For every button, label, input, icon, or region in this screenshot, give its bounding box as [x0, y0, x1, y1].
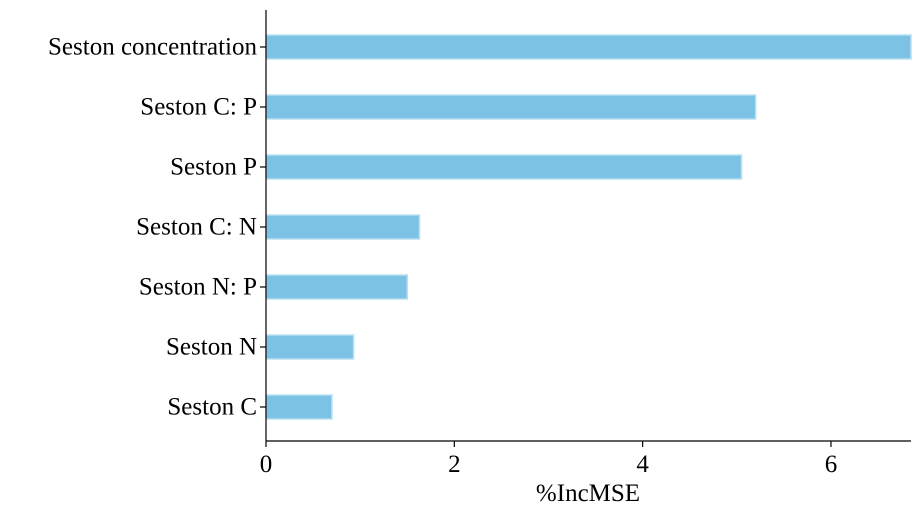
y-tick-label: Seston N: P [139, 274, 257, 301]
y-ticks-layer: Seston concentration Seston C: P Seston P S… [48, 34, 266, 421]
bar [265, 394, 333, 420]
y-tick-label: Seston N [166, 334, 257, 361]
bar [265, 154, 743, 180]
x-tick-label: 2 [448, 451, 461, 478]
x-ticks-layer: 0 2 4 6 [260, 441, 837, 478]
bars-layer [265, 34, 912, 420]
bar [265, 214, 421, 240]
y-tick-label: Seston C: P [140, 94, 257, 121]
y-tick-label: Seston P [170, 154, 257, 181]
y-tick-label: Seston C: N [136, 214, 257, 241]
y-tick-label: Seston concentration [48, 34, 257, 61]
axes-layer [265, 10, 911, 442]
y-tick-label: Seston C [167, 394, 257, 421]
x-axis-title: %IncMSE [536, 480, 640, 506]
x-tick-label: 6 [825, 451, 838, 478]
bar [265, 94, 757, 120]
bar [265, 274, 408, 300]
x-tick-label: 0 [260, 451, 273, 478]
bar [265, 334, 355, 360]
x-tick-label: 4 [636, 451, 649, 478]
bar [265, 34, 912, 60]
